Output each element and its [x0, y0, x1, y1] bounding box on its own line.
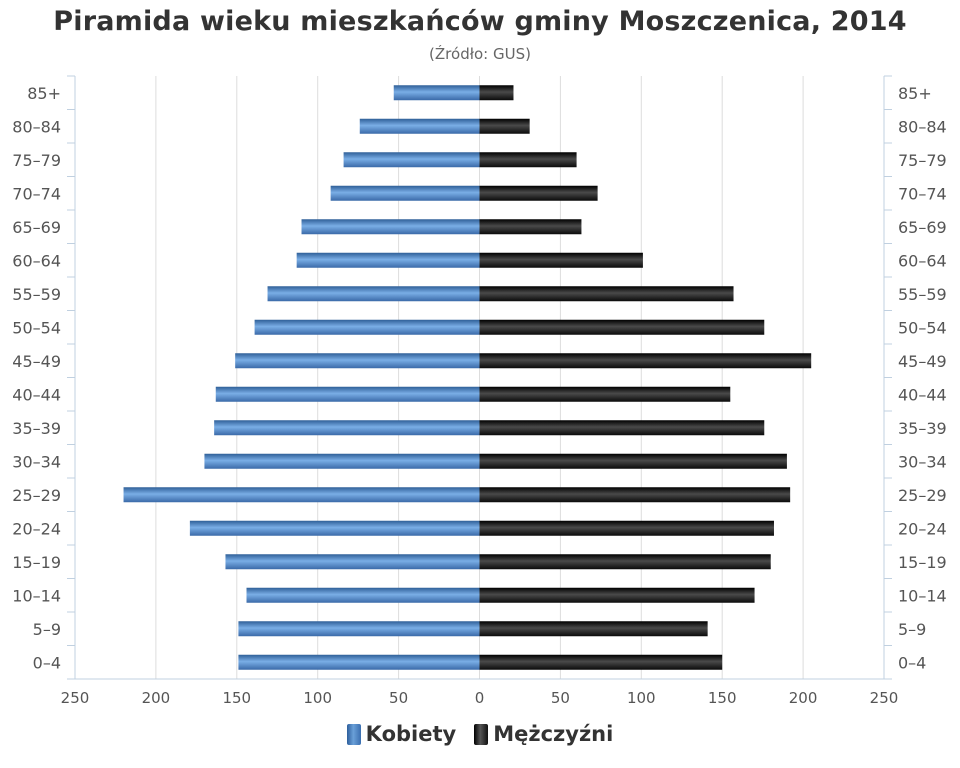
- grid-lines: [67, 75, 892, 680]
- bar-men-15–19: [479, 554, 771, 570]
- bar-women-50–54: [254, 319, 480, 335]
- chart-subtitle: (Źródło: GUS): [429, 45, 531, 63]
- y-label-right: 80–84: [898, 117, 947, 136]
- y-label-left: 5–9: [33, 620, 61, 639]
- bar-women-10–14: [246, 587, 480, 603]
- bar-women-30–34: [204, 453, 480, 469]
- y-label-left: 65–69: [12, 218, 61, 237]
- bar-men-35–39: [479, 420, 765, 436]
- x-tick-label: 50: [389, 689, 408, 707]
- bar-men-70–74: [479, 185, 598, 201]
- y-label-right: 0–4: [898, 653, 926, 672]
- bar-men-60–64: [479, 252, 643, 268]
- y-label-left: 70–74: [12, 184, 61, 203]
- y-label-left: 15–19: [12, 553, 61, 572]
- y-label-left: 30–34: [12, 452, 61, 471]
- legend-label-women: Kobiety: [365, 722, 457, 746]
- bar-women-15–19: [225, 554, 480, 570]
- bar-men-25–29: [479, 487, 791, 503]
- bar-women-85+: [393, 85, 480, 101]
- x-tick-label: 200: [142, 689, 171, 707]
- bar-men-0–4: [479, 654, 723, 670]
- axis-labels: 250 200 150 100 50 0 50 100 150 200 250 85+ 85+ 80–84…: [12, 84, 946, 707]
- bar-men-45–49: [479, 353, 812, 369]
- y-label-left: 10–14: [12, 586, 61, 605]
- bar-women-25–29: [123, 487, 480, 503]
- bar-men-10–14: [479, 587, 755, 603]
- y-label-right: 30–34: [898, 452, 947, 471]
- bar-men-65–69: [479, 219, 582, 235]
- bar-women-65–69: [301, 219, 480, 235]
- y-label-left: 45–49: [12, 352, 61, 371]
- y-label-right: 70–74: [898, 184, 947, 203]
- y-label-right: 15–19: [898, 553, 947, 572]
- x-tick-label: 50: [551, 689, 570, 707]
- bar-men-20–24: [479, 520, 774, 536]
- y-label-left: 75–79: [12, 151, 61, 170]
- legend[interactable]: Kobiety Mężczyźni: [0, 722, 960, 746]
- bar-women-55–59: [267, 286, 480, 302]
- bar-women-20–24: [189, 520, 480, 536]
- y-label-left: 25–29: [12, 486, 61, 505]
- bar-men-40–44: [479, 386, 731, 402]
- bar-men-85+: [479, 85, 514, 101]
- bar-women-70–74: [330, 185, 480, 201]
- x-tick-label: 0: [475, 689, 485, 707]
- y-label-right: 10–14: [898, 586, 947, 605]
- bar-men-55–59: [479, 286, 734, 302]
- x-tick-label: 250: [61, 689, 90, 707]
- x-tick-label: 150: [222, 689, 251, 707]
- bar-women-35–39: [214, 420, 480, 436]
- y-label-right: 5–9: [898, 620, 926, 639]
- bars: [123, 85, 812, 670]
- legend-label-men: Mężczyźni: [493, 722, 614, 746]
- y-label-right: 75–79: [898, 151, 947, 170]
- x-tick-label: 250: [870, 689, 899, 707]
- y-label-right: 60–64: [898, 251, 947, 270]
- legend-item-men[interactable]: Mężczyźni: [474, 722, 613, 746]
- y-label-right: 25–29: [898, 486, 947, 505]
- legend-swatch-women: [346, 723, 361, 745]
- legend-item-women[interactable]: Kobiety: [346, 722, 457, 746]
- y-label-left: 55–59: [12, 285, 61, 304]
- y-label-right: 20–24: [898, 519, 947, 538]
- legend-swatch-men: [474, 723, 489, 745]
- bar-men-80–84: [479, 118, 530, 134]
- x-tick-label: 100: [303, 689, 332, 707]
- y-label-left: 50–54: [12, 318, 61, 337]
- bar-women-60–64: [296, 252, 480, 268]
- bar-men-50–54: [479, 319, 765, 335]
- x-tick-label: 200: [789, 689, 818, 707]
- bar-women-0–4: [238, 654, 480, 670]
- y-label-right: 50–54: [898, 318, 947, 337]
- bar-women-40–44: [215, 386, 480, 402]
- bar-women-5–9: [238, 621, 480, 637]
- y-label-left: 85+: [27, 84, 61, 103]
- y-label-left: 60–64: [12, 251, 61, 270]
- bar-women-80–84: [359, 118, 480, 134]
- y-label-left: 0–4: [33, 653, 61, 672]
- y-label-left: 80–84: [12, 117, 61, 136]
- bar-men-30–34: [479, 453, 787, 469]
- bar-men-5–9: [479, 621, 708, 637]
- y-label-right: 35–39: [898, 419, 947, 438]
- y-label-left: 20–24: [12, 519, 61, 538]
- y-label-right: 40–44: [898, 385, 947, 404]
- x-tick-label: 100: [627, 689, 656, 707]
- bar-men-75–79: [479, 152, 577, 168]
- bar-women-45–49: [235, 353, 480, 369]
- y-label-right: 55–59: [898, 285, 947, 304]
- chart-title: Piramida wieku mieszkańców gminy Moszcze…: [53, 6, 907, 37]
- x-tick-label: 150: [708, 689, 737, 707]
- y-label-right: 85+: [898, 84, 932, 103]
- y-label-left: 35–39: [12, 419, 61, 438]
- y-label-right: 65–69: [898, 218, 947, 237]
- bar-women-75–79: [343, 152, 480, 168]
- y-label-right: 45–49: [898, 352, 947, 371]
- y-label-left: 40–44: [12, 385, 61, 404]
